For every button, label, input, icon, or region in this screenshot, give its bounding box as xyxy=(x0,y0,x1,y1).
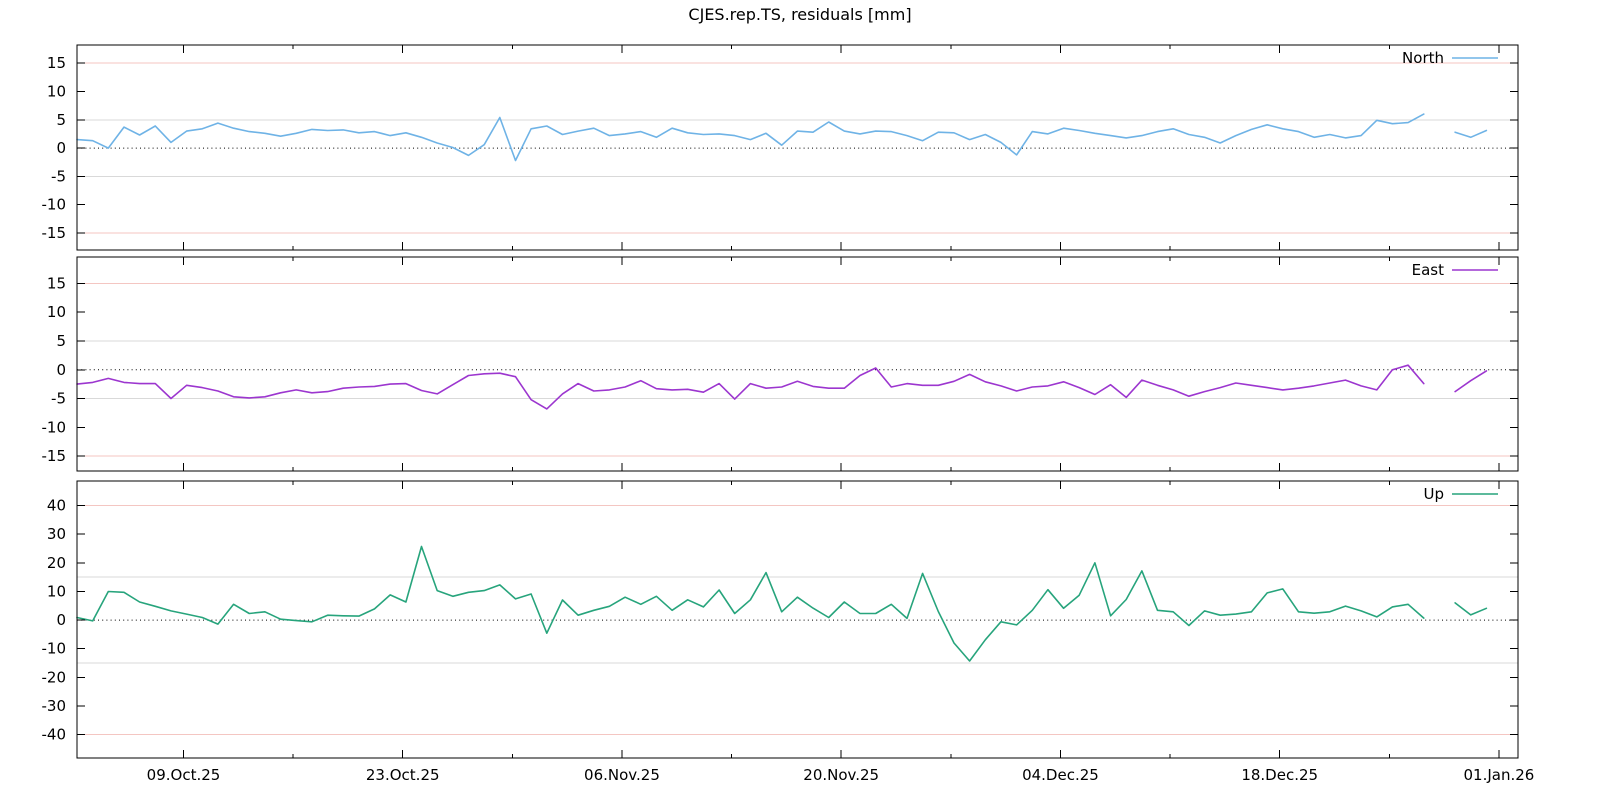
panel-border xyxy=(76,480,1519,759)
ytick-label: -15 xyxy=(42,447,67,465)
ytick-label: -30 xyxy=(42,697,67,715)
xtick-label: 04.Dec.25 xyxy=(1022,766,1099,784)
ytick-label: 0 xyxy=(56,139,66,157)
ytick-label: 15 xyxy=(47,274,66,292)
ytick-label: 40 xyxy=(47,497,66,515)
series-up-line xyxy=(1454,602,1488,616)
ytick-label: 10 xyxy=(47,303,66,321)
series-east-line xyxy=(1454,370,1488,393)
legend-label: Up xyxy=(1423,485,1444,503)
ytick-label: -15 xyxy=(42,224,67,242)
series-east-line xyxy=(76,364,1425,410)
ytick-label: -5 xyxy=(51,390,66,408)
x-axis-labels: 09.Oct.25 23.Oct.25 06.Nov.25 20.Nov.25 04.D… xyxy=(147,766,1535,784)
series-up-line xyxy=(76,545,1425,662)
xtick-label: 01.Jan.26 xyxy=(1464,766,1535,784)
ytick-label: -10 xyxy=(42,640,67,658)
ytick-label: -20 xyxy=(42,668,67,686)
ytick-label: -10 xyxy=(42,196,67,214)
xtick-label: 06.Nov.25 xyxy=(584,766,660,784)
ytick-label: 10 xyxy=(47,82,66,100)
ytick-label: -10 xyxy=(42,418,67,436)
ytick-label: 15 xyxy=(47,54,66,72)
ytick-label: 30 xyxy=(47,525,66,543)
legend-up: Up xyxy=(1423,485,1498,503)
ytick-label: -5 xyxy=(51,167,66,185)
panel-up: -40 -30 -20 -10 0 10 20 30 40 Up xyxy=(42,480,1519,759)
ytick-label: -40 xyxy=(42,726,67,744)
legend-label: East xyxy=(1412,261,1444,279)
ytick-label: 0 xyxy=(56,361,66,379)
series-north-line xyxy=(76,113,1425,162)
legend-east: East xyxy=(1412,261,1498,279)
legend-label: North xyxy=(1402,49,1444,67)
ytick-label: 5 xyxy=(56,332,66,350)
xtick-label: 23.Oct.25 xyxy=(366,766,440,784)
xtick-label: 18.Dec.25 xyxy=(1241,766,1318,784)
chart-title: CJES.rep.TS, residuals [mm] xyxy=(688,5,912,24)
legend-north: North xyxy=(1402,49,1498,67)
xtick-label: 20.Nov.25 xyxy=(803,766,879,784)
ytick-label: 10 xyxy=(47,582,66,600)
series-north-line xyxy=(1454,129,1488,139)
ytick-label: 0 xyxy=(56,611,66,629)
panel-border xyxy=(76,256,1519,472)
panel-east: -15 -10 -5 0 5 10 15 East xyxy=(42,256,1519,472)
ytick-label: 5 xyxy=(56,111,66,129)
ytick-label: 20 xyxy=(47,554,66,572)
panel-north: -15 -10 -5 0 5 10 15 North xyxy=(42,44,1519,251)
xtick-label: 09.Oct.25 xyxy=(147,766,221,784)
panel-border xyxy=(76,44,1519,251)
